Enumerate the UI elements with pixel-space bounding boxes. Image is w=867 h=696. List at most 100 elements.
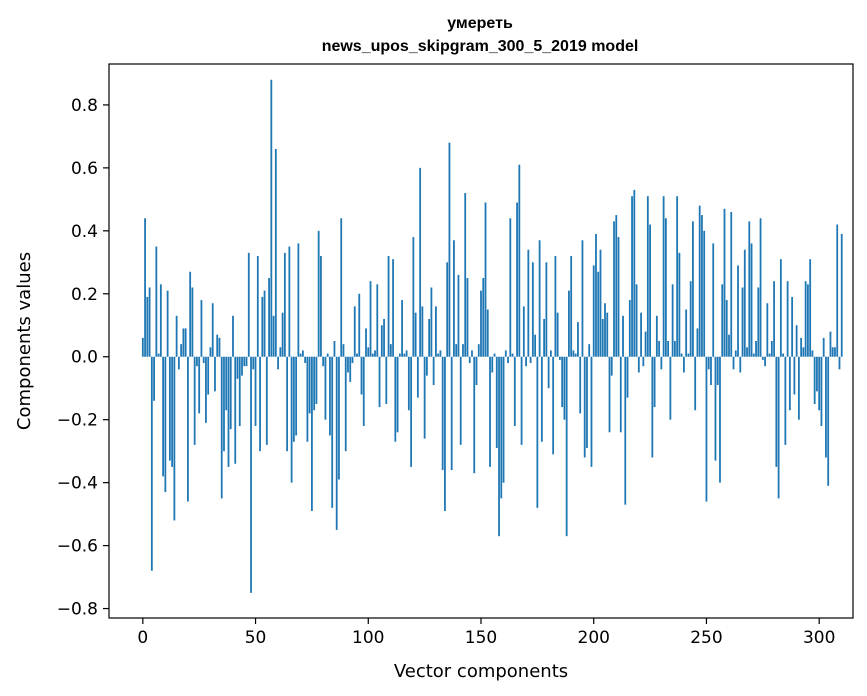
- bar: [728, 334, 730, 357]
- bar: [311, 356, 313, 511]
- bar: [786, 281, 789, 357]
- bar: [428, 318, 431, 357]
- bar: [825, 356, 827, 458]
- bar: [581, 240, 584, 357]
- bar: [793, 356, 796, 395]
- bar: [606, 312, 609, 357]
- bar: [829, 331, 832, 357]
- bar: [326, 353, 329, 357]
- bar: [471, 350, 473, 357]
- bar: [353, 306, 356, 357]
- y-tick-label: 0.2: [71, 285, 98, 305]
- bar: [387, 256, 390, 357]
- bar: [525, 356, 527, 367]
- bar: [414, 312, 417, 357]
- bar: [193, 356, 196, 445]
- bar: [809, 259, 812, 357]
- bar: [464, 193, 467, 357]
- bar: [782, 353, 785, 357]
- bar: [737, 265, 739, 357]
- bar: [225, 356, 228, 411]
- bar: [182, 328, 185, 357]
- y-tick-label: 0.8: [71, 96, 98, 116]
- bar: [252, 356, 255, 370]
- y-tick-label: −0.6: [57, 537, 98, 557]
- bar: [685, 309, 688, 357]
- bar: [757, 287, 760, 357]
- bar: [549, 350, 552, 357]
- bar: [216, 334, 219, 357]
- bar: [827, 356, 830, 486]
- bar: [146, 296, 149, 357]
- bar: [655, 315, 658, 357]
- bar: [660, 356, 663, 370]
- bar: [446, 262, 449, 357]
- bar: [692, 221, 694, 357]
- bar: [473, 356, 476, 474]
- bar: [651, 356, 654, 458]
- bar: [187, 356, 189, 502]
- x-axis-label: Vector components: [394, 661, 568, 682]
- bar: [764, 356, 766, 367]
- bar: [676, 196, 679, 357]
- y-axis-ticks: −0.8 −0.6 −0.4 −0.2 0.0 0.2 0.4 0.6 0.8: [57, 96, 109, 620]
- bar: [500, 356, 503, 499]
- bar: [669, 356, 672, 420]
- bar: [836, 224, 839, 357]
- bar: [673, 341, 676, 357]
- bar: [816, 356, 818, 392]
- bar: [516, 202, 518, 357]
- bar: [818, 356, 821, 411]
- bar: [301, 350, 304, 357]
- bar: [274, 148, 277, 357]
- bar: [421, 306, 424, 357]
- bar: [374, 350, 376, 357]
- bar: [568, 290, 570, 357]
- bar: [534, 334, 537, 357]
- bar: [775, 356, 778, 467]
- bar: [432, 356, 435, 386]
- bar: [800, 337, 803, 357]
- bar: [696, 328, 699, 357]
- bar: [586, 356, 588, 449]
- bar: [773, 281, 775, 357]
- bar: [320, 256, 322, 357]
- bar: [484, 202, 487, 357]
- bar: [509, 218, 512, 357]
- bar: [579, 356, 582, 414]
- bar: [710, 356, 712, 386]
- bar: [752, 353, 755, 357]
- bar: [703, 230, 706, 357]
- bar: [144, 218, 146, 357]
- bar: [171, 356, 174, 467]
- bar: [423, 356, 426, 439]
- bar: [241, 356, 243, 376]
- bar: [435, 306, 437, 357]
- x-tick-label: 250: [690, 628, 722, 648]
- bar: [784, 356, 787, 445]
- bar: [430, 287, 433, 357]
- bar: [475, 356, 478, 386]
- bar: [466, 278, 469, 357]
- bar: [419, 167, 422, 357]
- bar: [229, 356, 232, 430]
- bar: [268, 278, 270, 357]
- bar: [572, 350, 575, 357]
- bar: [725, 300, 728, 357]
- bar: [369, 281, 372, 357]
- bar: [498, 356, 500, 537]
- x-tick-label: 0: [137, 628, 148, 648]
- bar: [831, 347, 834, 357]
- bar: [561, 356, 564, 408]
- bar: [788, 356, 791, 411]
- bar: [705, 356, 708, 502]
- y-axis-label: Components values: [14, 252, 35, 430]
- bar: [306, 356, 309, 442]
- bar: [811, 350, 814, 357]
- bar: [480, 290, 482, 357]
- bar: [770, 341, 773, 357]
- bar: [347, 356, 349, 373]
- bar: [768, 353, 771, 357]
- bar: [822, 337, 825, 357]
- bar: [265, 356, 268, 445]
